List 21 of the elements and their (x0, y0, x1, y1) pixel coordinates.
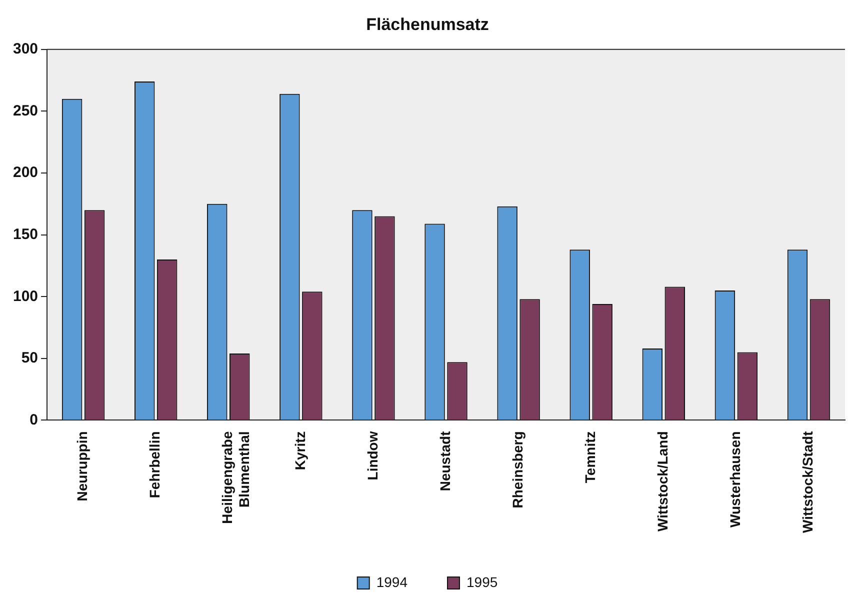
x-tick-label: Wusterhausen (727, 431, 744, 528)
x-tick-label: Wittstock/Land (654, 431, 670, 532)
x-tick-label: Wittstock/Stadt (800, 430, 816, 534)
x-tick-label: Fehrbellin (146, 431, 163, 498)
legend-label: 1995 (466, 574, 498, 590)
y-tick-label: 250 (12, 102, 38, 120)
chart-title: Flächenumsatz (366, 14, 489, 34)
legend-label: 1994 (376, 574, 408, 590)
x-tick-label: Rheinsberg (509, 431, 526, 508)
x-tick-label: Temnitz (582, 431, 598, 484)
x-tick-label: Neustadt (436, 430, 453, 492)
x-tick-label: Heiligengrabe Blumenthal (219, 431, 252, 524)
y-tick-label: 0 (30, 411, 38, 428)
y-tick-label: 150 (12, 226, 38, 243)
x-tick-label: Lindow (364, 431, 380, 480)
y-tick-label: 200 (12, 164, 38, 182)
y-tick-label: 300 (12, 40, 38, 58)
x-tick-label: Kyritz (292, 431, 308, 470)
y-tick-label: 100 (12, 288, 38, 305)
x-tick-label: Neuruppin (74, 431, 90, 502)
y-tick-label: 50 (21, 350, 38, 367)
